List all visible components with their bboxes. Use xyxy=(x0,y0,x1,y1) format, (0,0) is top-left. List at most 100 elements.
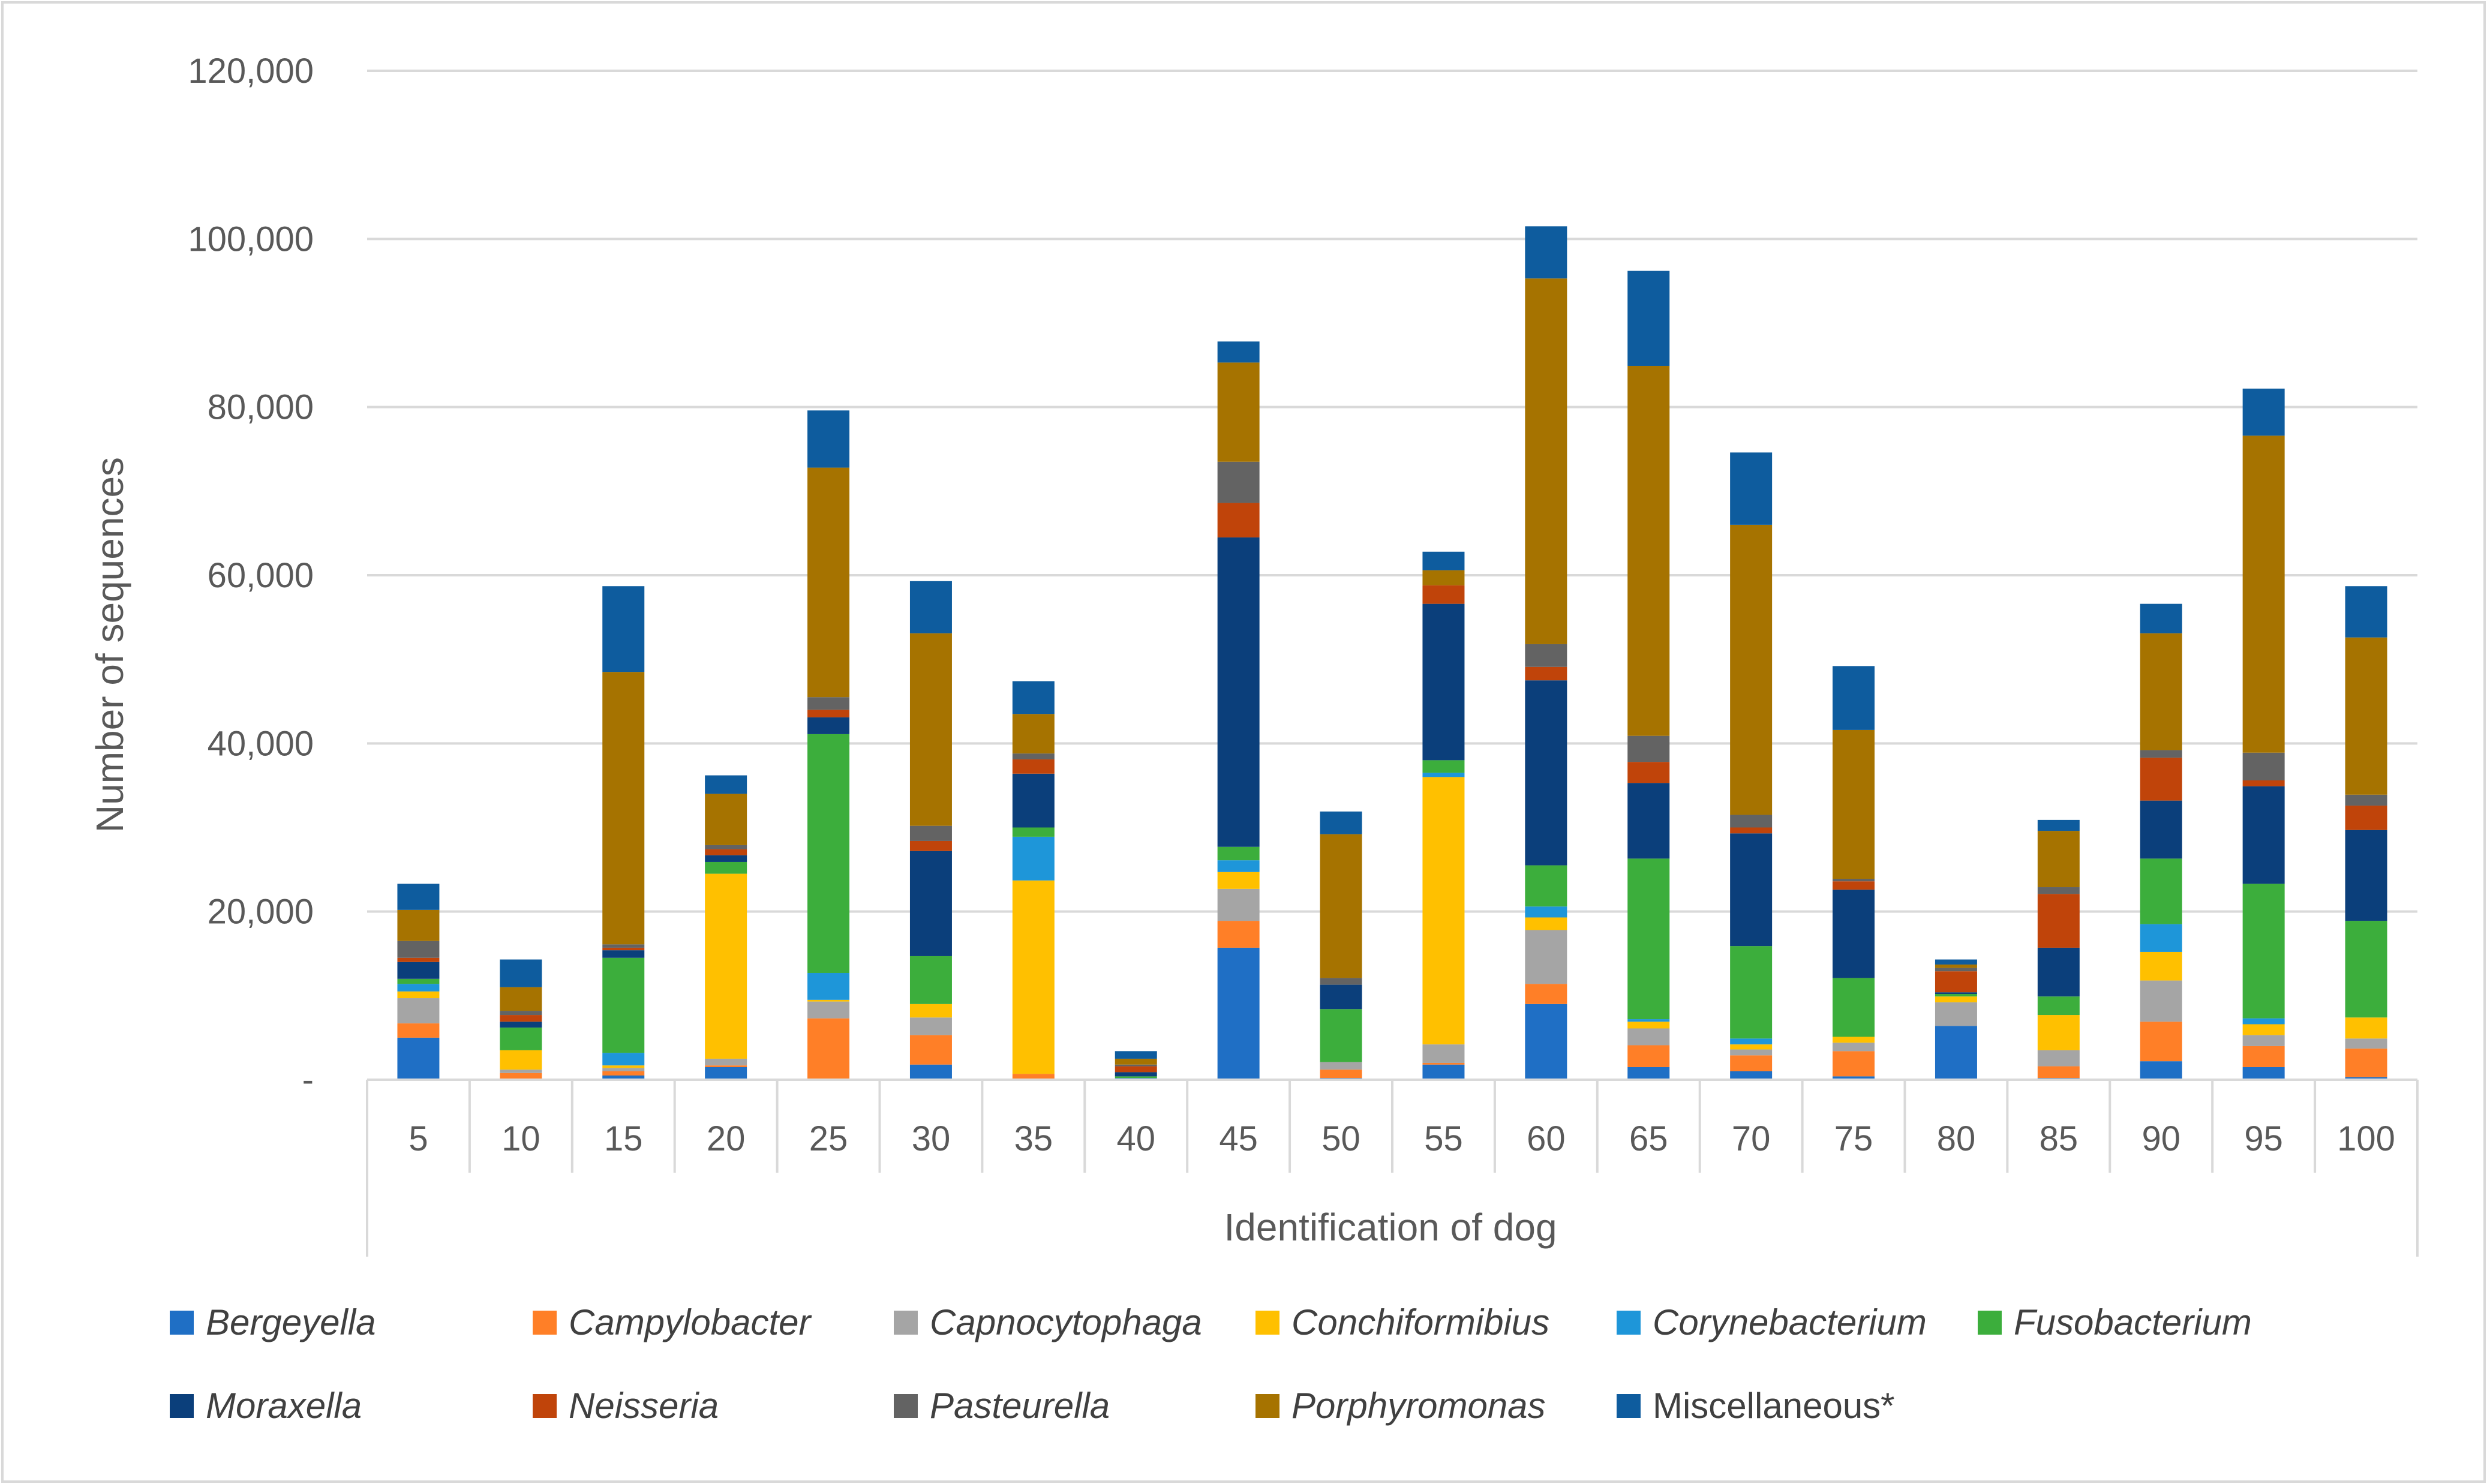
bar-segment-campylobacter-dog-20 xyxy=(705,1065,747,1067)
bar-segment-porphyromonas-dog-15 xyxy=(602,672,645,945)
bar-segment-capnocytophaga-dog-70 xyxy=(1730,1049,1773,1056)
bar-segment-pasteurella-dog-85 xyxy=(2037,887,2080,894)
x-tick-label: 35 xyxy=(1014,1119,1053,1158)
bar-segment-miscellaneous-dog-15 xyxy=(602,586,645,672)
bar-segment-porphyromonas-dog-95 xyxy=(2242,435,2285,753)
bar-segment-porphyromonas-dog-80 xyxy=(1935,964,1977,968)
bar-segment-bergeyella-dog-80 xyxy=(1935,1026,1977,1080)
bar-segment-campylobacter-dog-5 xyxy=(397,1023,440,1038)
bar-segment-porphyromonas-dog-90 xyxy=(2140,633,2182,750)
bar-segment-porphyromonas-dog-35 xyxy=(1012,714,1055,754)
bar-segment-pasteurella-dog-90 xyxy=(2140,750,2182,758)
bar-segment-bergeyella-dog-90 xyxy=(2140,1061,2182,1080)
bar-segment-conchiformibius-dog-30 xyxy=(909,1004,952,1018)
bar-segment-miscellaneous-dog-95 xyxy=(2242,388,2285,436)
bar-segment-capnocytophaga-dog-10 xyxy=(500,1070,542,1073)
bar-segment-pasteurella-dog-5 xyxy=(397,941,440,958)
bar-segment-porphyromonas-dog-55 xyxy=(1422,570,1465,585)
bar-segment-pasteurella-dog-25 xyxy=(807,697,850,710)
bar-segment-campylobacter-dog-50 xyxy=(1320,1070,1362,1079)
legend-swatch xyxy=(1255,1394,1279,1418)
x-tick-label: 15 xyxy=(604,1119,643,1158)
bar-segment-capnocytophaga-dog-80 xyxy=(1935,1002,1977,1026)
bar-segment-fusobacterium-dog-5 xyxy=(397,978,440,984)
bar-segment-campylobacter-dog-70 xyxy=(1730,1055,1773,1071)
bar-segment-campylobacter-dog-75 xyxy=(1833,1051,1875,1077)
bar-segment-porphyromonas-dog-30 xyxy=(909,633,952,826)
legend-swatch xyxy=(894,1311,918,1335)
bar-segment-capnocytophaga-dog-55 xyxy=(1422,1044,1465,1063)
bar-segment-miscellaneous-dog-75 xyxy=(1833,666,1875,730)
bar-segment-porphyromonas-dog-45 xyxy=(1217,362,1260,462)
bar-segment-neisseria-dog-95 xyxy=(2242,780,2285,786)
bar-segment-moraxella-dog-45 xyxy=(1217,537,1260,847)
bar-segment-capnocytophaga-dog-15 xyxy=(602,1068,645,1071)
bar-segment-miscellaneous-dog-45 xyxy=(1217,341,1260,363)
bar-segment-corynebacterium-dog-95 xyxy=(2242,1018,2285,1025)
bar-segment-conchiformibius-dog-95 xyxy=(2242,1024,2285,1035)
bar-segment-miscellaneous-dog-80 xyxy=(1935,959,1977,965)
bar-segment-moraxella-dog-20 xyxy=(705,855,747,862)
legend-swatch xyxy=(1617,1394,1641,1418)
bar-segment-capnocytophaga-dog-65 xyxy=(1627,1028,1670,1046)
bar-segment-moraxella-dog-55 xyxy=(1422,603,1465,761)
legend-swatch xyxy=(1978,1311,2002,1335)
bar-segment-porphyromonas-dog-10 xyxy=(500,987,542,1011)
x-tick-label: 100 xyxy=(2337,1119,2395,1158)
bar-segment-campylobacter-dog-30 xyxy=(909,1035,952,1065)
bar-segment-neisseria-dog-90 xyxy=(2140,758,2182,801)
bar-segment-bergeyella-dog-55 xyxy=(1422,1064,1465,1080)
bar-segment-conchiformibius-dog-5 xyxy=(397,991,440,999)
x-tick-label: 60 xyxy=(1527,1119,1566,1158)
bar-segment-corynebacterium-dog-90 xyxy=(2140,924,2182,952)
bar-segment-fusobacterium-dog-65 xyxy=(1627,858,1670,1020)
bar-segment-fusobacterium-dog-70 xyxy=(1730,946,1773,1039)
bar-segment-neisseria-dog-60 xyxy=(1525,666,1567,681)
bar-segment-neisseria-dog-40 xyxy=(1115,1066,1157,1073)
bar-segment-neisseria-dog-85 xyxy=(2037,894,2080,948)
bar-segment-conchiformibius-dog-15 xyxy=(602,1065,645,1068)
bar-segment-bergeyella-dog-70 xyxy=(1730,1071,1773,1080)
x-tick-label: 50 xyxy=(1321,1119,1360,1158)
bar-segment-conchiformibius-dog-60 xyxy=(1525,917,1567,930)
legend-swatch xyxy=(894,1394,918,1418)
bar-segment-bergeyella-dog-95 xyxy=(2242,1067,2285,1080)
bar-segment-neisseria-dog-10 xyxy=(500,1015,542,1022)
x-tick-label: 55 xyxy=(1424,1119,1463,1158)
bar-segment-moraxella-dog-95 xyxy=(2242,786,2285,884)
bar-segment-porphyromonas-dog-20 xyxy=(705,794,747,845)
bar-segment-bergeyella-dog-15 xyxy=(602,1075,645,1080)
bar-segment-pasteurella-dog-35 xyxy=(1012,753,1055,759)
bar-segment-conchiformibius-dog-85 xyxy=(2037,1015,2080,1050)
bar-segment-fusobacterium-dog-20 xyxy=(705,861,747,874)
bar-segment-fusobacterium-dog-10 xyxy=(500,1028,542,1050)
bar-segment-pasteurella-dog-75 xyxy=(1833,879,1875,882)
bar-segment-conchiformibius-dog-65 xyxy=(1627,1022,1670,1029)
bar-segment-fusobacterium-dog-35 xyxy=(1012,827,1055,837)
bar-segment-campylobacter-dog-25 xyxy=(807,1018,850,1080)
bar-segment-miscellaneous-dog-30 xyxy=(909,581,952,633)
bar-segment-conchiformibius-dog-45 xyxy=(1217,872,1260,889)
bar-segment-fusobacterium-dog-25 xyxy=(807,734,850,973)
bar-segment-neisseria-dog-25 xyxy=(807,710,850,717)
x-tick-labels: 5 10 15 20 25 30 35 40 45 50 55 60 65 70 75 80 85 90 95 100 xyxy=(409,1119,2395,1158)
bar-segment-porphyromonas-dog-5 xyxy=(397,909,440,941)
bar-segment-porphyromonas-dog-100 xyxy=(2345,637,2387,795)
bar-segment-pasteurella-dog-15 xyxy=(602,944,645,948)
bar-segment-bergeyella-dog-45 xyxy=(1217,947,1260,1080)
bar-segment-moraxella-dog-100 xyxy=(2345,830,2387,921)
bar-segment-neisseria-dog-20 xyxy=(705,849,747,855)
bar-segment-conchiformibius-dog-75 xyxy=(1833,1037,1875,1043)
bar-segment-neisseria-dog-75 xyxy=(1833,881,1875,890)
bar-segment-porphyromonas-dog-25 xyxy=(807,467,850,698)
bar-segment-bergeyella-dog-20 xyxy=(705,1067,747,1080)
bar-segment-campylobacter-dog-35 xyxy=(1012,1074,1055,1079)
bar-segment-campylobacter-dog-95 xyxy=(2242,1046,2285,1067)
x-tick-label: 10 xyxy=(501,1119,540,1158)
bar-segment-neisseria-dog-70 xyxy=(1730,827,1773,834)
x-tick-label: 80 xyxy=(1937,1119,1976,1158)
bar-segment-miscellaneous-dog-85 xyxy=(2037,819,2080,831)
bar-segment-conchiformibius-dog-35 xyxy=(1012,880,1055,1074)
bar-segment-moraxella-dog-75 xyxy=(1833,890,1875,978)
